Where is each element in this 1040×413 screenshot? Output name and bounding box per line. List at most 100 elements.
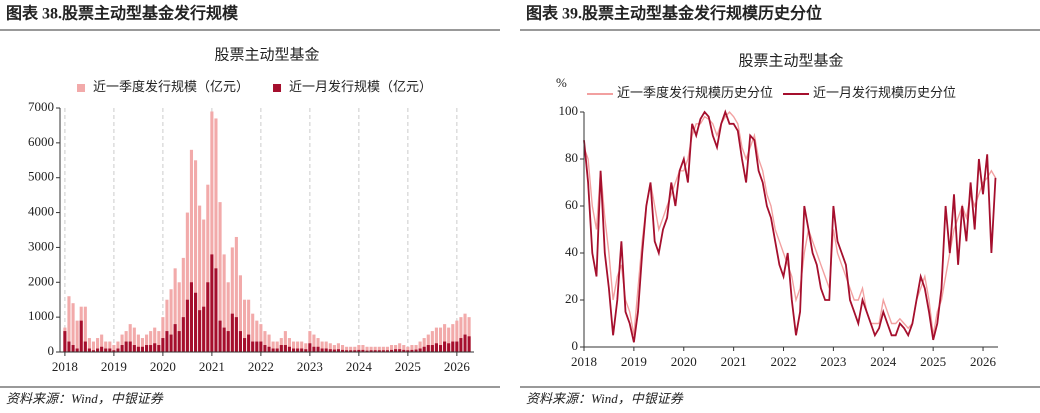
legend-swatch <box>273 84 282 92</box>
bar <box>283 331 287 352</box>
bar <box>320 348 324 352</box>
bar <box>361 349 365 352</box>
bar <box>398 343 402 352</box>
bar <box>455 320 459 352</box>
bar <box>328 349 332 352</box>
x-tick-label: 2024 <box>870 354 897 369</box>
x-tick-label: 2019 <box>101 359 127 374</box>
bar <box>189 282 194 352</box>
x-tick-label: 2018 <box>52 359 78 374</box>
bar <box>255 320 259 352</box>
legend-swatch <box>77 84 85 92</box>
bar <box>177 331 181 352</box>
y-tick-label: 6000 <box>28 134 54 149</box>
x-tick-label: 2018 <box>571 354 597 369</box>
bar <box>128 324 132 352</box>
bar <box>263 345 267 352</box>
bar <box>181 317 185 352</box>
bar <box>136 334 140 352</box>
bar <box>247 334 251 352</box>
bar <box>218 320 222 352</box>
bar <box>373 346 377 352</box>
bar <box>243 299 247 352</box>
bar <box>96 348 100 352</box>
bar <box>385 346 389 352</box>
y-axis-label: % <box>556 75 567 90</box>
legend-label: 近一月发行规模（亿元） <box>289 79 432 94</box>
bar <box>112 345 116 352</box>
bar <box>214 118 218 352</box>
bar <box>100 334 104 352</box>
bar <box>389 345 394 352</box>
x-tick-label: 2022 <box>771 354 797 369</box>
bar <box>63 331 67 352</box>
bar <box>467 317 471 352</box>
bar <box>443 341 447 352</box>
bar <box>210 111 214 352</box>
bar <box>296 348 300 352</box>
bar <box>238 331 242 352</box>
line <box>583 110 997 336</box>
bar <box>434 343 438 352</box>
x-tick-label: 2019 <box>621 354 647 369</box>
bar <box>71 345 75 352</box>
bar <box>149 345 153 352</box>
bar <box>312 334 316 352</box>
bar <box>369 346 373 352</box>
bar <box>116 348 120 352</box>
bar <box>438 345 443 352</box>
bar <box>189 149 194 352</box>
bar <box>185 299 189 352</box>
bar <box>283 345 287 352</box>
bar <box>100 346 104 352</box>
x-tick-label: 2023 <box>297 359 323 374</box>
bar <box>71 303 75 352</box>
source: 资料来源：Wind，中银证券 <box>526 391 684 406</box>
bar <box>251 313 255 352</box>
x-tick-label: 2025 <box>920 354 946 369</box>
bar <box>108 341 112 352</box>
bar <box>353 346 357 352</box>
bar <box>430 345 434 352</box>
bar <box>357 345 361 352</box>
figure-title: 图表 39.股票主动型基金发行规模历史分位 <box>526 4 822 23</box>
bar <box>300 341 304 352</box>
bar <box>234 317 238 352</box>
bar <box>132 345 136 352</box>
bar <box>226 282 230 352</box>
bar <box>300 348 304 352</box>
bar <box>451 324 455 352</box>
bar <box>340 349 345 352</box>
bar <box>459 317 463 352</box>
bar <box>173 324 177 352</box>
bar <box>438 327 443 352</box>
bar <box>87 338 91 352</box>
x-tick-label: 2026 <box>444 359 471 374</box>
bar <box>173 268 177 352</box>
bar <box>459 338 463 352</box>
bar <box>357 349 361 352</box>
x-tick-label: 2022 <box>248 359 274 374</box>
bar <box>259 324 263 352</box>
bar <box>447 343 451 352</box>
bar <box>263 331 267 352</box>
bar <box>230 313 234 352</box>
bar <box>426 334 430 352</box>
bar <box>422 338 426 352</box>
bar <box>414 349 418 352</box>
bar <box>83 306 87 352</box>
bar <box>349 346 353 352</box>
bar <box>104 348 108 352</box>
bar <box>91 341 96 352</box>
bar <box>91 350 96 352</box>
bar <box>149 331 153 352</box>
bar <box>165 331 169 352</box>
bar <box>365 350 369 352</box>
bar <box>251 341 255 352</box>
bar <box>255 341 259 352</box>
y-tick-label: 1000 <box>28 308 54 323</box>
bar <box>271 341 275 352</box>
bar <box>394 345 398 352</box>
bar <box>198 310 202 352</box>
bar <box>218 202 222 352</box>
